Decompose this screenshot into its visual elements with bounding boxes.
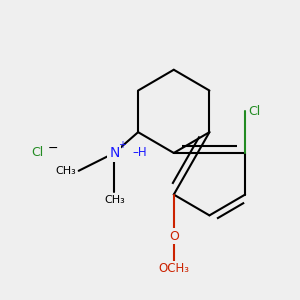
Text: N: N bbox=[109, 146, 119, 160]
Text: Cl: Cl bbox=[248, 105, 260, 118]
Text: O: O bbox=[169, 230, 179, 243]
Text: Cl: Cl bbox=[31, 146, 44, 160]
Text: CH₃: CH₃ bbox=[104, 195, 125, 205]
Text: CH₃: CH₃ bbox=[55, 166, 76, 176]
Text: OCH₃: OCH₃ bbox=[158, 262, 189, 275]
Text: −: − bbox=[47, 142, 58, 155]
Text: –H: –H bbox=[132, 146, 147, 160]
Text: +: + bbox=[118, 140, 126, 150]
